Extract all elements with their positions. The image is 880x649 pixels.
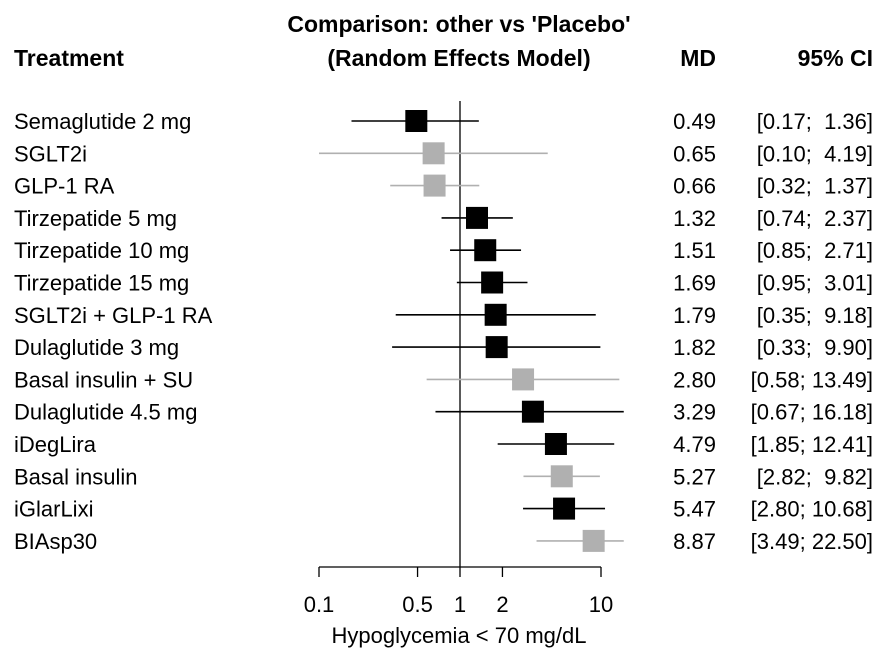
forest-row: GLP-1 RA 0.66 [0.32; 1.37] xyxy=(14,174,873,199)
row-label: Semaglutide 2 mg xyxy=(14,109,191,134)
row-label: Basal insulin + SU xyxy=(14,367,193,392)
ci-value: [0.85; 2.71] xyxy=(757,238,873,263)
ci-value: [3.49; 22.50] xyxy=(751,529,873,554)
row-label: Tirzepatide 15 mg xyxy=(14,271,189,296)
md-value: 5.27 xyxy=(673,464,716,489)
row-label: SGLT2i xyxy=(14,141,87,166)
md-value: 2.80 xyxy=(673,367,716,392)
column-header-ci: 95% CI xyxy=(798,45,873,71)
forest-row: Tirzepatide 15 mg 1.69 [0.95; 3.01] xyxy=(14,271,873,296)
forest-row: Dulaglutide 3 mg 1.82 [0.33; 9.90] xyxy=(14,335,873,360)
effect-marker xyxy=(521,400,544,423)
chart-title-line1: Comparison: other vs 'Placebo' xyxy=(287,11,630,37)
effect-marker xyxy=(481,271,504,294)
effect-marker xyxy=(405,110,428,132)
ci-value: [0.67; 16.18] xyxy=(751,400,873,425)
md-value: 3.29 xyxy=(673,400,716,425)
effect-marker xyxy=(550,465,573,488)
effect-marker xyxy=(582,529,605,552)
md-value: 4.79 xyxy=(673,432,716,457)
md-value: 0.49 xyxy=(673,109,716,134)
forest-row: Basal insulin + SU 2.80 [0.58; 13.49] xyxy=(14,367,873,392)
md-value: 0.66 xyxy=(673,174,716,199)
md-value: 5.47 xyxy=(673,497,716,522)
x-tick-label: 0.5 xyxy=(402,592,433,617)
row-label: Dulaglutide 4.5 mg xyxy=(14,400,197,425)
ci-value: [0.10; 4.19] xyxy=(757,141,873,166)
row-label: iDegLira xyxy=(14,432,97,457)
md-value: 1.51 xyxy=(673,238,716,263)
row-label: SGLT2i + GLP-1 RA xyxy=(14,303,213,328)
ci-value: [2.82; 9.82] xyxy=(757,464,873,489)
ci-value: [0.17; 1.36] xyxy=(757,109,873,134)
md-value: 1.82 xyxy=(673,335,716,360)
effect-marker xyxy=(484,303,507,326)
row-label: BIAsp30 xyxy=(14,529,97,554)
row-label: GLP-1 RA xyxy=(14,174,115,199)
effect-marker xyxy=(512,368,535,391)
row-label: Tirzepatide 10 mg xyxy=(14,238,189,263)
forest-row: Dulaglutide 4.5 mg 3.29 [0.67; 16.18] xyxy=(14,400,873,425)
x-axis-label: Hypoglycemia < 70 mg/dL xyxy=(332,623,587,648)
effect-marker xyxy=(422,142,445,165)
forest-row: Tirzepatide 5 mg 1.32 [0.74; 2.37] xyxy=(14,206,873,231)
md-value: 1.69 xyxy=(673,271,716,296)
md-value: 8.87 xyxy=(673,529,716,554)
md-value: 1.79 xyxy=(673,303,716,328)
x-tick-label: 10 xyxy=(589,592,613,617)
ci-value: [1.85; 12.41] xyxy=(751,432,873,457)
forest-row: SGLT2i 0.65 [0.10; 4.19] xyxy=(14,141,873,166)
forest-row: iGlarLixi 5.47 [2.80; 10.68] xyxy=(14,497,873,522)
effect-marker xyxy=(474,239,497,262)
chart-title-line2: (Random Effects Model) xyxy=(327,45,590,71)
row-label: Basal insulin xyxy=(14,464,138,489)
md-value: 1.32 xyxy=(673,206,716,231)
ci-value: [0.32; 1.37] xyxy=(757,174,873,199)
effect-marker xyxy=(544,433,567,455)
forest-row: Semaglutide 2 mg 0.49 [0.17; 1.36] xyxy=(14,109,873,134)
forest-rows: Semaglutide 2 mg 0.49 [0.17; 1.36] SGLT2i 0.… xyxy=(14,109,873,554)
ci-value: [0.58; 13.49] xyxy=(751,367,873,392)
ci-value: [0.33; 9.90] xyxy=(757,335,873,360)
effect-marker xyxy=(423,174,446,197)
x-tick-label: 0.1 xyxy=(304,592,335,617)
forest-row: SGLT2i + GLP-1 RA 1.79 [0.35; 9.18] xyxy=(14,303,873,328)
ci-value: [2.80; 10.68] xyxy=(751,497,873,522)
effect-marker xyxy=(466,206,489,229)
ci-value: [0.74; 2.37] xyxy=(757,206,873,231)
ci-value: [0.35; 9.18] xyxy=(757,303,873,328)
row-label: Tirzepatide 5 mg xyxy=(14,206,177,231)
x-tick-label: 2 xyxy=(496,592,508,617)
forest-row: iDegLira 4.79 [1.85; 12.41] xyxy=(14,432,873,457)
md-value: 0.65 xyxy=(673,141,716,166)
forest-row: BIAsp30 8.87 [3.49; 22.50] xyxy=(14,529,873,554)
forest-row: Basal insulin 5.27 [2.82; 9.82] xyxy=(14,464,873,489)
ci-value: [0.95; 3.01] xyxy=(757,271,873,296)
column-header-treatment: Treatment xyxy=(14,45,124,71)
row-label: Dulaglutide 3 mg xyxy=(14,335,179,360)
forest-row: Tirzepatide 10 mg 1.51 [0.85; 2.71] xyxy=(14,238,873,263)
column-header-md: MD xyxy=(680,45,716,71)
row-label: iGlarLixi xyxy=(14,497,93,522)
x-tick-label: 1 xyxy=(454,592,466,617)
effect-marker xyxy=(553,497,576,520)
effect-marker xyxy=(485,336,508,359)
x-axis-ticks: 0.1 0.5 1 2 10 xyxy=(304,567,613,617)
